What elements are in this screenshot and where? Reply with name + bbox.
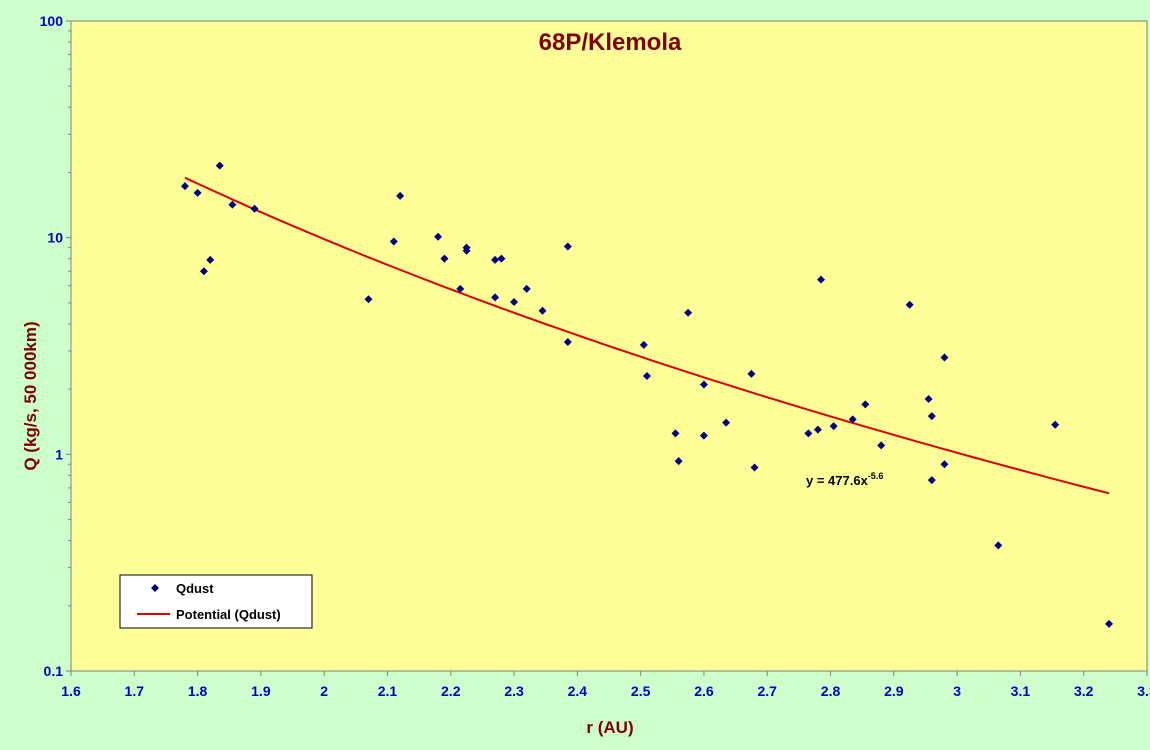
data-point-qdust — [180, 182, 189, 191]
legend: Qdust Potential (Qdust) — [119, 574, 313, 629]
data-point-qdust — [940, 460, 949, 469]
data-point-qdust — [994, 541, 1003, 550]
chart-title: 68P/Klemola — [539, 29, 682, 56]
x-tick-label: 3 — [953, 683, 961, 699]
data-point-qdust — [848, 415, 857, 424]
x-tick-label: 1.6 — [61, 683, 81, 699]
x-tick-label: 1.7 — [125, 683, 145, 699]
data-point-qdust — [215, 161, 224, 170]
x-axis-label: r (AU) — [586, 718, 633, 737]
data-point-qdust — [396, 191, 405, 200]
data-point-qdust — [674, 457, 683, 466]
equation-exponent: -5.6 — [868, 471, 884, 481]
data-point-qdust — [434, 232, 443, 241]
data-point-qdust — [699, 431, 708, 440]
data-point-qdust — [905, 300, 914, 309]
x-tick-label: 2.5 — [631, 683, 651, 699]
y-tick-label: 10 — [47, 230, 63, 246]
data-point-qdust — [639, 340, 648, 349]
x-tick-label: 2.2 — [441, 683, 461, 699]
data-point-qdust — [699, 380, 708, 389]
data-point-qdust — [491, 293, 500, 302]
data-point-qdust — [924, 395, 933, 404]
data-point-qdust — [1051, 420, 1060, 429]
x-tick-label: 2.1 — [378, 683, 398, 699]
trendline-equation: y = 477.6x-5.6 — [806, 471, 883, 488]
data-point-qdust — [462, 243, 471, 252]
data-point-qdust — [804, 429, 813, 438]
y-tick-label: 1 — [55, 446, 63, 462]
data-point-qdust — [193, 188, 202, 197]
x-tick-label: 3.1 — [1011, 683, 1031, 699]
x-tick-label: 2.9 — [884, 683, 904, 699]
data-point-qdust — [206, 255, 215, 264]
data-point-qdust — [877, 441, 886, 450]
data-point-qdust — [491, 255, 500, 264]
x-tick-label: 2.3 — [504, 683, 524, 699]
data-point-qdust — [199, 267, 208, 276]
data-point-qdust — [228, 200, 237, 209]
data-point-qdust — [829, 422, 838, 431]
axes: 0.1 1 10 100 1.6 1.7 1.8 1.9 2 2.1 2.2 2.3 2.4 2.5 2.6… — [40, 13, 1150, 699]
data-point-qdust — [722, 418, 731, 427]
data-point-qdust — [671, 429, 680, 438]
x-tick-label: 3.3 — [1137, 683, 1150, 699]
data-point-qdust — [497, 254, 506, 263]
data-point-qdust — [563, 242, 572, 251]
x-tick-label: 2.7 — [758, 683, 778, 699]
x-tick-label: 3.2 — [1074, 683, 1094, 699]
x-tick-label: 2 — [320, 683, 328, 699]
data-point-qdust — [563, 337, 572, 346]
data-point-qdust — [927, 412, 936, 421]
data-point-qdust — [522, 284, 531, 293]
data-point-qdust — [861, 400, 870, 409]
legend-marker-qdust — [151, 584, 159, 592]
data-point-qdust — [684, 308, 693, 317]
data-point-qdust — [750, 463, 759, 472]
x-tick-label: 1.8 — [188, 683, 208, 699]
x-tick-label: 2.8 — [821, 683, 841, 699]
data-point-qdust — [817, 275, 826, 284]
data-point-qdust — [940, 353, 949, 362]
data-point-qdust — [250, 204, 259, 213]
y-tick-label: 100 — [40, 13, 64, 29]
data-point-qdust — [510, 297, 519, 306]
data-point-qdust — [389, 237, 398, 246]
data-point-qdust — [364, 295, 373, 304]
y-axis-label: Q (kg/s, 50 000km) — [21, 321, 40, 470]
x-tick-label: 1.9 — [251, 683, 271, 699]
y-tick-label: 0.1 — [44, 663, 64, 679]
trendline-group — [184, 176, 1110, 495]
trendline-potential-qdust — [184, 176, 1110, 495]
data-point-qdust — [813, 425, 822, 434]
equation-base: y = 477.6x — [806, 473, 869, 488]
points-group — [180, 161, 1114, 628]
data-point-qdust — [1105, 619, 1114, 628]
data-point-qdust — [538, 306, 547, 315]
data-point-qdust — [440, 254, 449, 263]
legend-label-qdust: Qdust — [176, 581, 214, 596]
legend-box — [119, 574, 313, 629]
legend-label-potential: Potential (Qdust) — [176, 607, 281, 622]
x-tick-label: 2.6 — [694, 683, 714, 699]
data-point-qdust — [747, 369, 756, 378]
data-point-qdust — [642, 371, 651, 380]
data-point-qdust — [927, 476, 936, 485]
x-tick-label: 2.4 — [568, 683, 588, 699]
data-point-qdust — [456, 284, 465, 293]
